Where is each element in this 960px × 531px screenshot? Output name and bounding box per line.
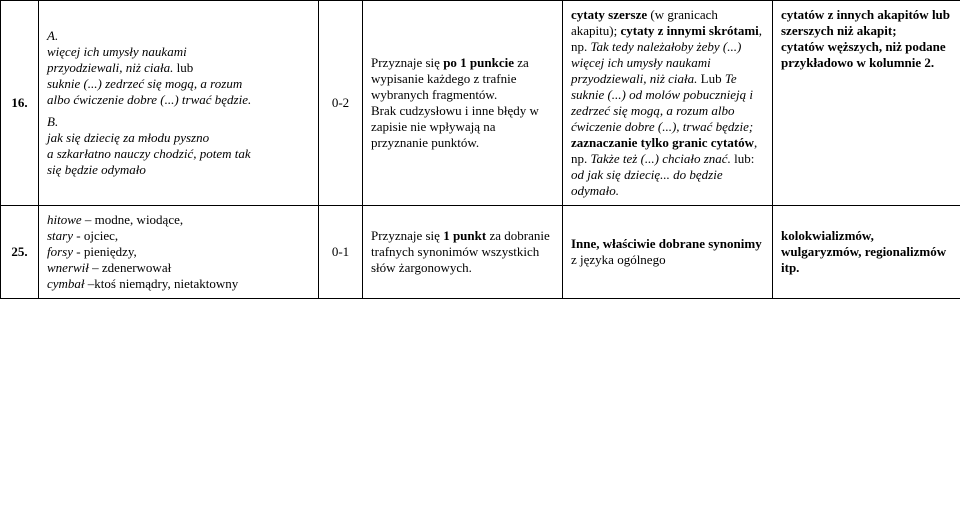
- m4b: – zdenerwował: [89, 260, 171, 275]
- cell-score: 0-1: [319, 206, 363, 299]
- ctx-3d: lub:: [731, 151, 754, 166]
- m1b: – modne, wiodące,: [82, 212, 183, 227]
- label-b: B.: [47, 114, 58, 129]
- ctx-2d: Lub: [697, 71, 724, 86]
- row-number: 16.: [1, 1, 39, 206]
- b-line2: a szkarłatno nauczy chodzić, potem tak: [47, 146, 251, 161]
- rule-p1a: Przyznaje się: [371, 228, 443, 243]
- ctx-1b: z języka ogólnego: [571, 252, 764, 268]
- err-1: cytatów z innych akapitów lub szerszych …: [781, 7, 950, 38]
- row-number: 25.: [1, 206, 39, 299]
- ctx-3a: zaznaczanie tylko granic cytatów: [571, 135, 754, 150]
- b-line3: się będzie odymało: [47, 162, 146, 177]
- a-line2: przyodziewali, niż ciała.: [47, 60, 173, 75]
- ctx-3e: od jak się dziecię... do będzie odymało.: [571, 167, 723, 198]
- rule-pt1b: po 1 punkcie: [443, 55, 514, 70]
- a-line4: albo ćwiczenie dobre (...) trwać będzie.: [47, 92, 251, 107]
- cell-score: 0-2: [319, 1, 363, 206]
- table-row: 16. A. więcej ich umysły naukami przyodz…: [1, 1, 960, 206]
- cell-errors: kolokwializmów, wulgaryzmów, regionalizm…: [773, 206, 960, 299]
- m3a: forsy: [47, 244, 73, 259]
- m4a: wnerwił: [47, 260, 89, 275]
- err-1: kolokwializmów, wulgaryzmów, regionalizm…: [781, 228, 946, 275]
- label-a: A.: [47, 28, 58, 43]
- m1a: hitowe: [47, 212, 82, 227]
- m3b: - pieniędzy,: [73, 244, 137, 259]
- m2b: - ojciec,: [73, 228, 118, 243]
- cell-main: hitowe – modne, wiodące, stary - ojciec,…: [39, 206, 319, 299]
- cell-context: cytaty szersze (w granicach akapitu); cy…: [563, 1, 773, 206]
- cell-main: A. więcej ich umysły naukami przyodziewa…: [39, 1, 319, 206]
- err-2: cytatów węższych, niż podane przykładowo…: [781, 39, 946, 70]
- cell-errors: cytatów z innych akapitów lub szerszych …: [773, 1, 960, 206]
- cell-rule: Przyznaje się 1 punkt za dobranie trafny…: [363, 206, 563, 299]
- cell-context: Inne, właściwie dobrane synonimy z język…: [563, 206, 773, 299]
- b-line1: jak się dziecię za młodu pyszno: [47, 130, 209, 145]
- criteria-table: 16. A. więcej ich umysły naukami przyodz…: [0, 0, 960, 299]
- ctx-2a: cytaty z innymi skrótami: [620, 23, 758, 38]
- ctx-3c: Także też (...) chciało znać.: [591, 151, 731, 166]
- ctx-1a: Inne, właściwie dobrane synonimy: [571, 236, 762, 251]
- m5a: cymbał: [47, 276, 85, 291]
- a-line1: więcej ich umysły naukami: [47, 44, 187, 59]
- table-row: 25. hitowe – modne, wiodące, stary - ojc…: [1, 206, 960, 299]
- cell-rule: Przyznaje się po 1 punkcie za wypisanie …: [363, 1, 563, 206]
- m5b: –ktoś niemądry, nietaktowny: [85, 276, 239, 291]
- ctx-1a: cytaty szersze: [571, 7, 647, 22]
- m2a: stary: [47, 228, 73, 243]
- rule-pt1a: Przyznaje się: [371, 55, 443, 70]
- a-or: lub: [173, 60, 193, 75]
- rule-p1b: 1 punkt: [443, 228, 486, 243]
- a-line3: suknie (...) zedrzeć się mogą, a rozum: [47, 76, 242, 91]
- rule-pt2: Brak cudzysłowu i inne błędy w zapisie n…: [371, 103, 554, 151]
